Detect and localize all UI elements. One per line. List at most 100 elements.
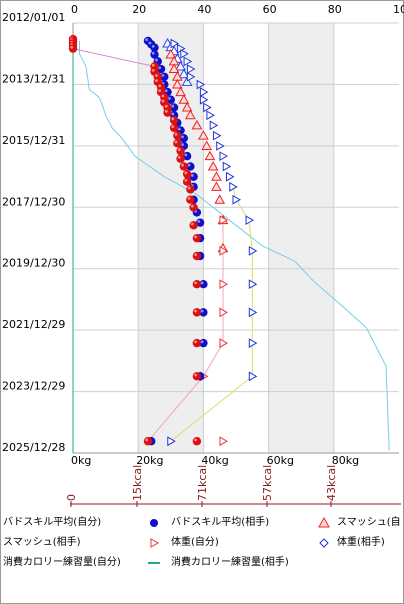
marker-skill-opp-highlight: [190, 174, 194, 177]
marker-skill-self-highlight: [177, 156, 181, 159]
x-top-tick-label: 20: [132, 3, 146, 16]
kcal-tick-label: 71kcal: [196, 465, 209, 501]
marker-skill-opp-highlight: [171, 112, 175, 116]
marker-skill-self-highlight: [151, 68, 155, 72]
marker-skill-opp-highlight: [181, 143, 184, 147]
marker-skill-opp-highlight: [168, 97, 171, 100]
marker-smash-self: [185, 109, 196, 120]
marker-skill-self: [169, 115, 179, 125]
x-top-tick-label: 0: [71, 3, 78, 16]
marker-weight-opp: [232, 194, 242, 205]
marker-skill-opp-highlight: [155, 58, 158, 62]
marker-skill-self: [189, 203, 198, 212]
legend-label: 体重(自分): [171, 537, 219, 548]
marker-weight-opp: [248, 279, 258, 290]
legend-label: スマッシュ(自: [337, 517, 401, 528]
marker-weight-opp: [183, 56, 193, 67]
marker-skill-self: [143, 437, 153, 446]
marker-skill-self: [173, 131, 182, 140]
marker-weight-self: [219, 246, 228, 256]
y-tick-label: 2017/12/30: [2, 195, 65, 208]
marker-skill-self-highlight: [194, 281, 197, 285]
marker-weight-opp: [216, 141, 225, 151]
marker-smash-self: [207, 160, 219, 171]
x-bottom-tick-label: 40kg: [201, 454, 228, 467]
marker-weight-opp: [180, 48, 189, 59]
marker-skill-self: [179, 162, 189, 171]
marker-skill-self-highlight: [177, 148, 181, 152]
marker-skill-self-highlight: [181, 163, 184, 167]
marker-smash-self: [175, 86, 186, 97]
marker-skill-opp-highlight: [158, 66, 162, 70]
kcal-tick-label: 43kcal: [325, 465, 338, 501]
marker-smash-self: [211, 181, 222, 191]
marker-skill-opp-highlight: [187, 163, 191, 167]
kcal-tick-label: 57kcal: [261, 465, 274, 501]
marker-skill-self-highlight: [174, 140, 178, 144]
y-tick-label: 2019/12/30: [2, 257, 65, 270]
marker-weight-opp: [206, 110, 215, 121]
marker-weight-opp: [222, 161, 232, 172]
marker-weight-opp: [203, 102, 212, 113]
series-line-weight-opp: [232, 186, 253, 377]
marker-skill-self: [163, 108, 172, 117]
legend: バドスキル平均(自分) バドスキル平均(相手) スマッシュ(自 スマッシュ(相手) 体重…: [1, 516, 404, 586]
marker-skill-self-highlight: [194, 340, 197, 344]
marker-skill-self-highlight: [161, 99, 165, 103]
marker-skill-self-highlight: [194, 438, 197, 442]
marker-smash-self: [168, 63, 180, 74]
marker-skill-self-highlight: [145, 438, 149, 442]
marker-skill-opp-highlight: [171, 104, 175, 108]
x-bottom-tick-label: 60kg: [267, 454, 294, 467]
marker-skill-self-highlight: [184, 171, 188, 175]
marker-smash-opp: [175, 60, 186, 71]
marker-skill-self-highlight: [187, 186, 191, 190]
marker-skill-self-highlight: [70, 45, 74, 49]
marker-weight-opp: [186, 64, 196, 74]
marker-skill-self: [192, 251, 202, 261]
marker-smash-opp: [178, 68, 190, 79]
shaded-band-1: [268, 23, 334, 453]
marker-skill-self-highlight: [194, 253, 197, 257]
marker-skill-opp-highlight: [200, 281, 204, 285]
marker-weight-self: [219, 279, 228, 290]
marker-weight-opp: [248, 307, 258, 318]
x-top-tick-label: 40: [197, 3, 211, 16]
marker-skill-self: [169, 123, 179, 133]
series-line-weight-self: [202, 220, 224, 377]
y-tick-label: 2025/12/28: [2, 441, 65, 454]
marker-weight-opp: [248, 371, 258, 382]
marker-skill-self-highlight: [171, 125, 175, 129]
legend-label: スマッシュ(相手): [3, 537, 81, 548]
x-top-tick-label: 80: [328, 3, 342, 16]
marker-skill-self: [192, 279, 202, 289]
marker-weight-self: [219, 215, 228, 226]
marker-smash-self: [201, 140, 213, 150]
legend-label: 体重(相手): [337, 537, 385, 548]
marker-skill-self-highlight: [161, 94, 165, 98]
marker-weight-opp: [225, 171, 235, 182]
legend-label: バドスキル平均(相手): [171, 517, 270, 528]
marker-smash-self: [211, 171, 222, 181]
marker-smash-self: [204, 150, 216, 161]
x-top-tick-label: 10: [393, 3, 404, 16]
y-tick-label: 2021/12/29: [2, 318, 65, 331]
marker-weight-self: [219, 436, 228, 447]
legend-marker-icon: [150, 519, 158, 527]
marker-skill-opp-highlight: [145, 38, 149, 42]
marker-skill-opp-highlight: [197, 219, 201, 223]
marker-skill-self-highlight: [190, 222, 194, 226]
marker-skill-self: [182, 169, 192, 179]
marker-skill-opp-highlight: [200, 340, 204, 344]
marker-skill-self: [173, 139, 182, 148]
kcal-tick-label: 0: [65, 494, 78, 501]
marker-smash-self: [178, 94, 190, 104]
marker-weight-opp: [212, 130, 222, 141]
marker-weight-self: [219, 338, 228, 348]
legend-label: 消費カロリー練習量(自分): [3, 557, 121, 568]
y-tick-label: 2023/12/29: [2, 380, 65, 393]
marker-skill-self: [186, 185, 195, 194]
marker-weight-opp: [219, 151, 228, 161]
marker-weight-opp: [209, 120, 219, 131]
